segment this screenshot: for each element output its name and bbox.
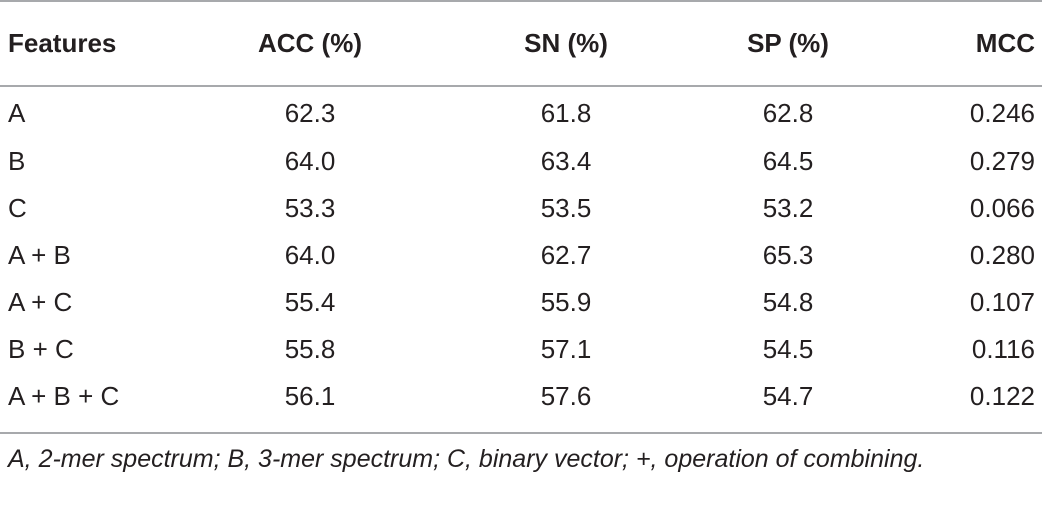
header-mcc: MCC <box>975 28 1035 58</box>
cell-sn: 57.6 <box>540 381 592 411</box>
cell-mcc: 0.122 <box>969 381 1035 411</box>
table-row: A + C 55.4 55.9 54.8 0.107 <box>0 278 1042 326</box>
cell-mcc: 0.116 <box>971 334 1035 364</box>
cell-features: A <box>8 98 26 128</box>
cell-features: C <box>8 193 27 223</box>
cell-sn: 62.7 <box>540 240 592 270</box>
cell-sn: 63.4 <box>540 146 592 176</box>
cell-sp: 54.5 <box>762 334 814 364</box>
table-row: A 62.3 61.8 62.8 0.246 <box>0 89 1042 137</box>
cell-sn: 61.8 <box>540 98 592 128</box>
table-bottom-rule <box>0 432 1042 434</box>
cell-features: B <box>8 146 26 176</box>
table-row: B 64.0 63.4 64.5 0.279 <box>0 137 1042 185</box>
header-sp: SP (%) <box>747 28 829 58</box>
cell-sp: 64.5 <box>762 146 814 176</box>
cell-mcc: 0.280 <box>969 240 1035 270</box>
cell-mcc: 0.107 <box>969 287 1035 317</box>
cell-features: A + B + C <box>8 381 120 411</box>
table-top-rule <box>0 0 1042 2</box>
cell-acc: 64.0 <box>284 146 336 176</box>
cell-mcc: 0.279 <box>969 146 1035 176</box>
cell-features: B + C <box>8 334 74 364</box>
cell-features: A + C <box>8 287 73 317</box>
cell-mcc: 0.246 <box>969 98 1035 128</box>
cell-acc: 62.3 <box>284 98 336 128</box>
cell-acc: 53.3 <box>284 193 336 223</box>
header-features: Features <box>8 28 117 58</box>
table-row: B + C 55.8 57.1 54.5 0.116 <box>0 325 1042 373</box>
cell-mcc: 0.066 <box>969 193 1035 223</box>
cell-sp: 54.7 <box>762 381 814 411</box>
cell-sn: 53.5 <box>540 193 592 223</box>
cell-sn: 55.9 <box>540 287 592 317</box>
table-row: A + B + C 56.1 57.6 54.7 0.122 <box>0 372 1042 420</box>
cell-acc: 55.8 <box>284 334 336 364</box>
table-footnote: A, 2-mer spectrum; B, 3-mer spectrum; C,… <box>8 445 925 473</box>
table-header-rule <box>0 85 1042 87</box>
header-sn: SN (%) <box>524 28 608 58</box>
cell-acc: 64.0 <box>284 240 336 270</box>
cell-sp: 62.8 <box>762 98 814 128</box>
cell-sp: 65.3 <box>762 240 814 270</box>
table-header-row: Features ACC (%) SN (%) SP (%) MCC <box>0 17 1042 69</box>
cell-features: A + B <box>8 240 71 270</box>
table-row: C 53.3 53.5 53.2 0.066 <box>0 184 1042 232</box>
cell-acc: 55.4 <box>284 287 336 317</box>
cell-acc: 56.1 <box>284 381 336 411</box>
cell-sp: 54.8 <box>762 287 814 317</box>
cell-sp: 53.2 <box>762 193 814 223</box>
cell-sn: 57.1 <box>540 334 592 364</box>
table-row: A + B 64.0 62.7 65.3 0.280 <box>0 231 1042 279</box>
header-acc: ACC (%) <box>258 28 362 58</box>
